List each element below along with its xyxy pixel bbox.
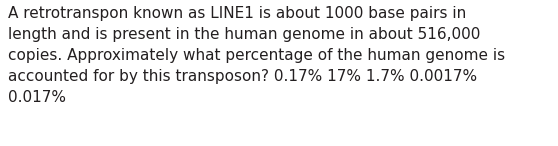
Text: A retrotranspon known as LINE1 is about 1000 base pairs in
length and is present: A retrotranspon known as LINE1 is about … [8,6,506,105]
